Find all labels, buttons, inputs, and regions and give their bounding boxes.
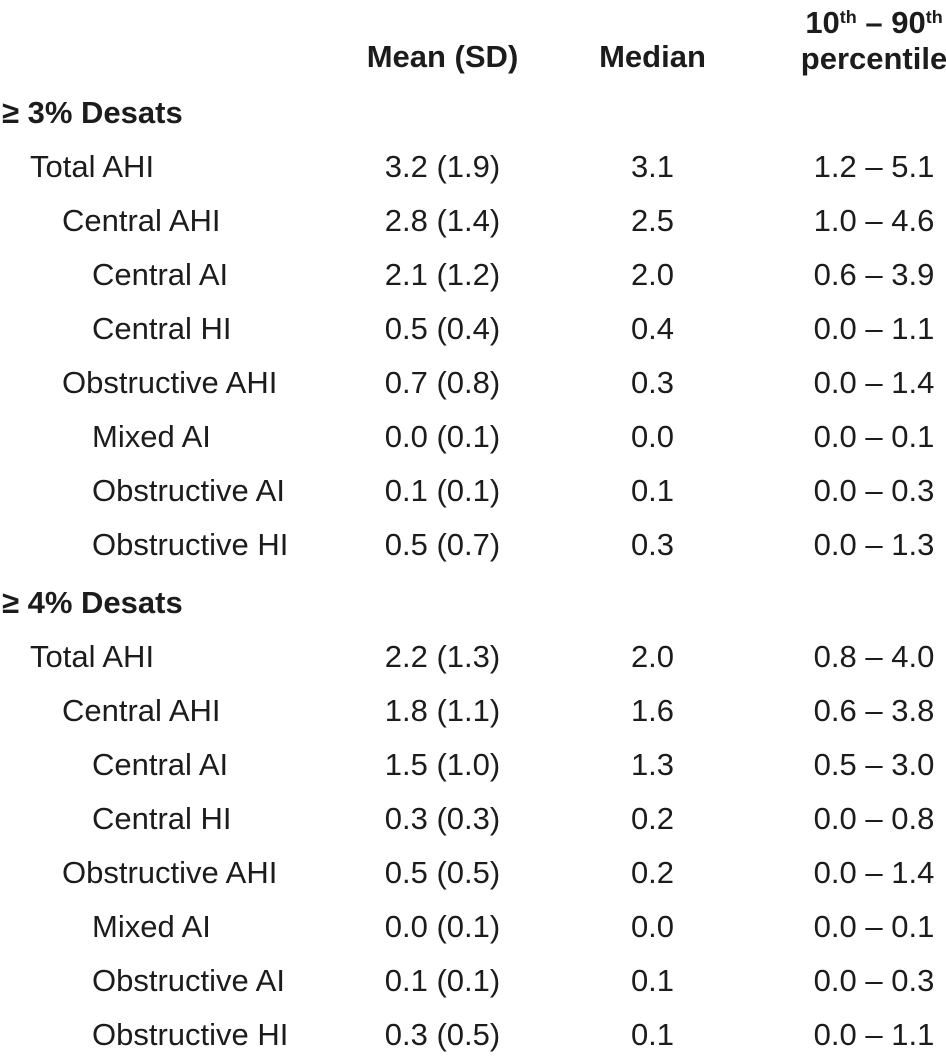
row-label: Obstructive AI <box>92 962 285 998</box>
table-row: Obstructive AHI 0.5 (0.5) 0.2 0.0 – 1.4 <box>0 846 946 900</box>
row-label: Mixed AI <box>92 908 211 944</box>
mean-sd-value: 3.2 (1.9) <box>384 148 501 184</box>
row-label: Central HI <box>92 310 232 346</box>
mean-sd-value: 2.8 (1.4) <box>384 202 501 238</box>
section-title: ≥ 4% Desats <box>2 584 183 620</box>
percentile-range: 0.0 – 0.1 <box>813 908 935 944</box>
row-label: Central HI <box>92 800 232 836</box>
table-row: Mixed AI 0.0 (0.1) 0.0 0.0 – 0.1 <box>0 900 946 954</box>
median-value: 0.1 <box>630 962 675 998</box>
section-header-row: ≥ 3% Desats <box>0 82 946 140</box>
mean-sd-value: 0.5 (0.4) <box>384 310 501 346</box>
percentile-range: 0.0 – 1.4 <box>813 854 935 890</box>
percentile-range: 0.6 – 3.8 <box>813 692 935 728</box>
percentile-header-range-line: 10th – 90th <box>776 5 946 42</box>
percentile-range: 0.0 – 0.3 <box>813 472 935 508</box>
row-label: Mixed AI <box>92 418 211 454</box>
mean-sd-value: 1.5 (1.0) <box>384 746 501 782</box>
percentile-header-10: 10 <box>805 4 840 40</box>
mean-sd-value: 0.3 (0.3) <box>384 800 501 836</box>
percentile-range: 0.0 – 1.3 <box>813 526 935 562</box>
table-header-row: Mean (SD) Median 10th – 90th percentile <box>0 0 946 82</box>
row-label: Obstructive HI <box>92 526 289 562</box>
median-value: 0.2 <box>630 854 675 890</box>
median-value: 0.1 <box>630 472 675 508</box>
table-row: Central AI 1.5 (1.0) 1.3 0.5 – 3.0 <box>0 738 946 792</box>
section-header-row: ≥ 4% Desats <box>0 572 946 630</box>
median-value: 2.0 <box>630 638 675 674</box>
row-label: Central AHI <box>62 202 221 238</box>
median-value: 1.6 <box>630 692 675 728</box>
row-label: Obstructive HI <box>92 1016 289 1052</box>
percentile-range: 0.0 – 0.8 <box>813 800 935 836</box>
mean-sd-value: 2.1 (1.2) <box>384 256 501 292</box>
table-row: Obstructive AHI 0.7 (0.8) 0.3 0.0 – 1.4 <box>0 356 946 410</box>
table-row: Mixed AI 0.0 (0.1) 0.0 0.0 – 0.1 <box>0 410 946 464</box>
mean-sd-value: 0.7 (0.8) <box>384 364 501 400</box>
percentile-header-90: 90 <box>891 4 926 40</box>
percentile-range: 1.0 – 4.6 <box>813 202 935 238</box>
section-title: ≥ 3% Desats <box>2 94 183 130</box>
table-row: Central HI 0.3 (0.3) 0.2 0.0 – 0.8 <box>0 792 946 846</box>
median-value: 1.3 <box>630 746 675 782</box>
mean-sd-value: 0.5 (0.5) <box>384 854 501 890</box>
percentile-range: 0.0 – 0.1 <box>813 418 935 454</box>
median-value: 3.1 <box>630 148 675 184</box>
percentile-header-th-1: th <box>839 6 857 27</box>
table-row: Obstructive AI 0.1 (0.1) 0.1 0.0 – 0.3 <box>0 464 946 518</box>
mean-sd-value: 2.2 (1.3) <box>384 638 501 674</box>
mean-sd-value: 0.5 (0.7) <box>384 526 501 562</box>
mean-sd-value: 0.0 (0.1) <box>384 908 501 944</box>
table-row: Central AHI 1.8 (1.1) 1.6 0.6 – 3.8 <box>0 684 946 738</box>
percentile-range: 0.8 – 4.0 <box>813 638 935 674</box>
median-value: 0.4 <box>630 310 675 346</box>
table-row: Central AHI 2.8 (1.4) 2.5 1.0 – 4.6 <box>0 194 946 248</box>
percentile-range: 0.0 – 1.1 <box>813 310 935 346</box>
median-value: 0.3 <box>630 526 675 562</box>
mean-sd-value: 0.1 (0.1) <box>384 472 501 508</box>
row-label: Total AHI <box>30 148 155 184</box>
percentile-range: 0.5 – 3.0 <box>813 746 935 782</box>
percentile-header-dash: – <box>856 4 892 40</box>
row-label: Obstructive AHI <box>62 364 278 400</box>
mean-sd-value: 0.3 (0.5) <box>384 1016 501 1052</box>
row-label: Obstructive AI <box>92 472 285 508</box>
column-header-median: Median <box>599 38 706 74</box>
table-row: Central HI 0.5 (0.4) 0.4 0.0 – 1.1 <box>0 302 946 356</box>
percentile-header-word: percentile <box>800 41 946 77</box>
table-row: Obstructive HI 0.5 (0.7) 0.3 0.0 – 1.3 <box>0 518 946 572</box>
table-row: Total AHI 2.2 (1.3) 2.0 0.8 – 4.0 <box>0 630 946 684</box>
median-value: 2.0 <box>630 256 675 292</box>
percentile-range: 0.0 – 1.4 <box>813 364 935 400</box>
median-value: 0.0 <box>630 908 675 944</box>
column-header-mean-sd: Mean (SD) <box>366 38 519 74</box>
mean-sd-value: 0.1 (0.1) <box>384 962 501 998</box>
median-value: 0.0 <box>630 418 675 454</box>
mean-sd-value: 0.0 (0.1) <box>384 418 501 454</box>
row-label: Total AHI <box>30 638 155 674</box>
table-row: Total AHI 3.2 (1.9) 3.1 1.2 – 5.1 <box>0 140 946 194</box>
row-label: Central AI <box>92 256 229 292</box>
table-row: Obstructive AI 0.1 (0.1) 0.1 0.0 – 0.3 <box>0 954 946 1008</box>
percentile-range: 0.6 – 3.9 <box>813 256 935 292</box>
mean-sd-value: 1.8 (1.1) <box>384 692 501 728</box>
median-value: 2.5 <box>630 202 675 238</box>
median-value: 0.1 <box>630 1016 675 1052</box>
median-value: 0.3 <box>630 364 675 400</box>
row-label: Central AHI <box>62 692 221 728</box>
percentile-range: 0.0 – 0.3 <box>813 962 935 998</box>
percentile-range: 1.2 – 5.1 <box>813 148 935 184</box>
column-header-percentile: 10th – 90th percentile <box>776 5 946 82</box>
percentile-header-th-2: th <box>925 6 943 27</box>
table-row: Central AI 2.1 (1.2) 2.0 0.6 – 3.9 <box>0 248 946 302</box>
median-value: 0.2 <box>630 800 675 836</box>
percentile-range: 0.0 – 1.1 <box>813 1016 935 1052</box>
row-label: Obstructive AHI <box>62 854 278 890</box>
table-row: Obstructive HI 0.3 (0.5) 0.1 0.0 – 1.1 <box>0 1008 946 1062</box>
row-label: Central AI <box>92 746 229 782</box>
